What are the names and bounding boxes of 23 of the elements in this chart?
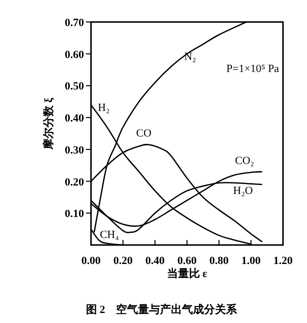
text: 图 2 空气量与产出气成分关系: [86, 303, 238, 316]
series-label: CO: [136, 128, 152, 140]
x-tick-label: 0.60: [177, 255, 198, 267]
annotation: P=1×10⁵ Pa: [226, 63, 280, 75]
x-tick-label: 0.40: [145, 255, 166, 267]
series-label: CH₄: [100, 228, 120, 241]
y-tick-label: 0.60: [64, 48, 84, 61]
y-tick-label: 0.40: [64, 112, 84, 125]
y-tick-label: 0.10: [64, 208, 84, 220]
x-tick-label: 0.80: [209, 255, 230, 267]
series-label: H₂: [98, 102, 110, 114]
x-tick-label: 0.00: [81, 255, 102, 267]
y-tick-label: 0.20: [64, 176, 84, 188]
x-tick-label: 1.20: [273, 255, 294, 267]
y-axis-title: 摩尔分数 ξ: [42, 98, 55, 150]
x-tick-label: 1.00: [241, 255, 262, 267]
x-tick-label: 0.20: [113, 255, 134, 267]
y-tick-label: 0.70: [64, 17, 84, 29]
series-label: H₂O: [233, 185, 253, 198]
y-tick-label: 0.30: [64, 144, 84, 156]
series-label: CO₂: [235, 154, 254, 167]
y-tick-label: 0.50: [64, 80, 84, 93]
x-axis-title: 当量比 ε: [166, 267, 208, 280]
